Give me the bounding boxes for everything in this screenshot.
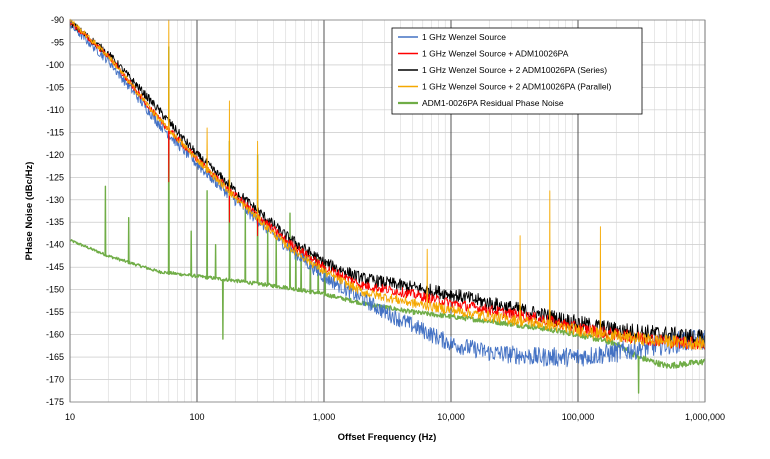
- legend-label: 1 GHz Wenzel Source + 2 ADM10026PA (Seri…: [422, 65, 607, 75]
- grid: [69, 19, 706, 403]
- y-tick-label: -90: [51, 15, 64, 25]
- y-tick-label: -170: [46, 375, 64, 385]
- y-tick-label: -140: [46, 240, 64, 250]
- x-axis-title: Offset Frequency (Hz): [338, 432, 437, 443]
- y-tick-label: -120: [46, 150, 64, 160]
- y-tick-label: -115: [47, 127, 64, 137]
- y-tick-label: -100: [46, 60, 64, 70]
- y-axis-title: PHase Noise (dBc/Hz): [24, 162, 35, 261]
- series-line: [69, 18, 706, 351]
- legend-box: [391, 27, 643, 115]
- series-line: [69, 20, 705, 349]
- series-group: [69, 18, 706, 394]
- x-tick-label: 10: [65, 412, 75, 422]
- y-axis-ticks: -90 -95 -100 -105 -110 -115 -120 -125 -130 -135 -1…: [46, 15, 64, 407]
- plot-border: [69, 19, 706, 403]
- legend-label: 1 GHz Wenzel Source: [422, 32, 506, 42]
- x-tick-label: 100,000: [562, 412, 595, 422]
- series-line: [69, 46, 706, 394]
- x-axis-ticks: 10 100 1,000 10,000 100,000 1,000,000: [65, 412, 725, 422]
- y-tick-label: -150: [46, 285, 64, 295]
- y-tick-label: -155: [46, 307, 64, 317]
- y-tick-label: -110: [47, 105, 64, 115]
- y-tick-label: -135: [46, 217, 64, 227]
- x-tick-label: 100: [189, 412, 204, 422]
- y-tick-label: -105: [46, 82, 64, 92]
- y-tick-label: -165: [46, 352, 64, 362]
- legend-label: 1 GHz Wenzel Source + ADM10026PA: [422, 49, 569, 59]
- y-tick-label: -145: [46, 262, 64, 272]
- legend-label: ADM1-0026PA Residual Phase Noise: [422, 98, 564, 108]
- y-tick-label: -175: [46, 397, 64, 407]
- y-tick-label: -160: [46, 330, 64, 340]
- legend-label: 1 GHz Wenzel Source + 2 ADM10026PA (Para…: [422, 82, 612, 92]
- x-tick-label: 10,000: [437, 412, 465, 422]
- y-tick-label: -95: [51, 37, 64, 47]
- legend: 1 GHz Wenzel Source 1 GHz Wenzel Source +…: [391, 27, 643, 115]
- x-tick-label: 1,000,000: [685, 412, 725, 422]
- y-tick-label: -125: [46, 172, 64, 182]
- y-tick-label: -130: [46, 195, 64, 205]
- x-tick-label: 1,000: [313, 412, 336, 422]
